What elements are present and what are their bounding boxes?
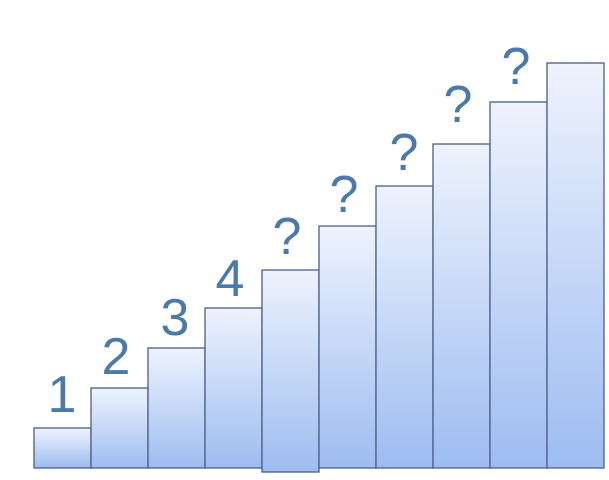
step-block: [90, 387, 149, 469]
step-label: 2: [102, 328, 131, 386]
step-label: 3: [161, 289, 190, 347]
step-1: 1: [33, 366, 92, 469]
step-block: [204, 307, 263, 469]
step-label: ?: [330, 166, 359, 224]
step-3: 3: [147, 289, 206, 469]
step-9: ?: [489, 38, 548, 469]
step-label: 4: [216, 250, 245, 308]
step-5: ?: [261, 208, 320, 473]
step-label: 1: [48, 366, 77, 424]
step-block: [375, 185, 434, 469]
step-6: ?: [318, 166, 377, 469]
step-4: 4: [204, 250, 263, 469]
step-block: [489, 101, 548, 469]
step-block: [33, 427, 92, 469]
step-2: 2: [90, 328, 149, 469]
step-10: [546, 62, 605, 469]
step-block: [147, 347, 206, 469]
step-7: ?: [375, 124, 434, 469]
step-block: [432, 143, 491, 469]
step-block: [318, 225, 377, 469]
step-block: [546, 62, 605, 469]
step-label: ?: [502, 38, 531, 96]
step-8: ?: [432, 76, 491, 469]
step-block: [261, 269, 320, 473]
step-label: ?: [390, 124, 419, 182]
step-label: ?: [444, 76, 473, 134]
step-label: ?: [273, 208, 302, 266]
